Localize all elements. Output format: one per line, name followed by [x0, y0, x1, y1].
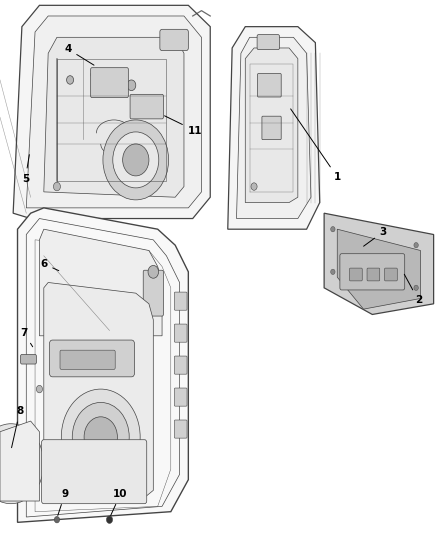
Circle shape: [67, 76, 74, 84]
Circle shape: [331, 227, 335, 232]
Polygon shape: [39, 229, 162, 336]
FancyBboxPatch shape: [160, 29, 188, 51]
Text: 8: 8: [11, 407, 23, 448]
Text: 11: 11: [165, 116, 202, 135]
Polygon shape: [324, 213, 434, 314]
Polygon shape: [44, 282, 153, 501]
Polygon shape: [13, 5, 210, 219]
Polygon shape: [26, 16, 201, 208]
FancyBboxPatch shape: [60, 350, 115, 369]
Text: 6: 6: [40, 259, 59, 271]
FancyBboxPatch shape: [174, 292, 187, 310]
Text: 4: 4: [64, 44, 94, 65]
Circle shape: [54, 516, 60, 523]
Circle shape: [414, 243, 418, 248]
FancyBboxPatch shape: [143, 270, 163, 316]
Circle shape: [251, 183, 257, 190]
FancyBboxPatch shape: [367, 268, 380, 281]
Polygon shape: [237, 37, 311, 219]
Circle shape: [127, 80, 136, 91]
FancyBboxPatch shape: [350, 268, 362, 281]
FancyBboxPatch shape: [385, 268, 397, 281]
Circle shape: [414, 285, 418, 290]
Text: 3: 3: [364, 227, 387, 246]
FancyBboxPatch shape: [49, 340, 134, 377]
Circle shape: [84, 417, 117, 457]
FancyBboxPatch shape: [21, 354, 36, 364]
Circle shape: [36, 385, 42, 393]
Circle shape: [113, 132, 159, 188]
FancyBboxPatch shape: [174, 388, 187, 406]
Text: 1: 1: [291, 109, 341, 182]
Polygon shape: [44, 37, 184, 197]
FancyBboxPatch shape: [174, 420, 187, 438]
FancyBboxPatch shape: [174, 356, 187, 374]
FancyBboxPatch shape: [258, 74, 281, 97]
FancyBboxPatch shape: [174, 324, 187, 342]
Circle shape: [0, 434, 35, 493]
Text: 10: 10: [111, 489, 128, 515]
Polygon shape: [228, 27, 320, 229]
Polygon shape: [337, 229, 420, 309]
Polygon shape: [0, 421, 39, 501]
Circle shape: [331, 269, 335, 274]
Text: 5: 5: [22, 155, 29, 183]
Circle shape: [103, 120, 169, 200]
Polygon shape: [18, 208, 188, 522]
Circle shape: [53, 182, 60, 191]
FancyBboxPatch shape: [340, 254, 405, 290]
Circle shape: [148, 265, 159, 278]
FancyBboxPatch shape: [257, 35, 279, 50]
Polygon shape: [245, 48, 298, 203]
Circle shape: [106, 516, 113, 523]
Circle shape: [0, 424, 44, 504]
FancyBboxPatch shape: [42, 440, 147, 504]
Circle shape: [123, 144, 149, 176]
Text: 2: 2: [404, 274, 422, 305]
FancyBboxPatch shape: [130, 94, 163, 119]
Circle shape: [91, 68, 102, 81]
Text: 7: 7: [21, 328, 33, 347]
Circle shape: [72, 402, 129, 472]
FancyBboxPatch shape: [262, 116, 281, 140]
Circle shape: [0, 448, 24, 480]
Circle shape: [61, 389, 140, 485]
FancyBboxPatch shape: [91, 68, 128, 98]
Text: 9: 9: [58, 489, 68, 515]
